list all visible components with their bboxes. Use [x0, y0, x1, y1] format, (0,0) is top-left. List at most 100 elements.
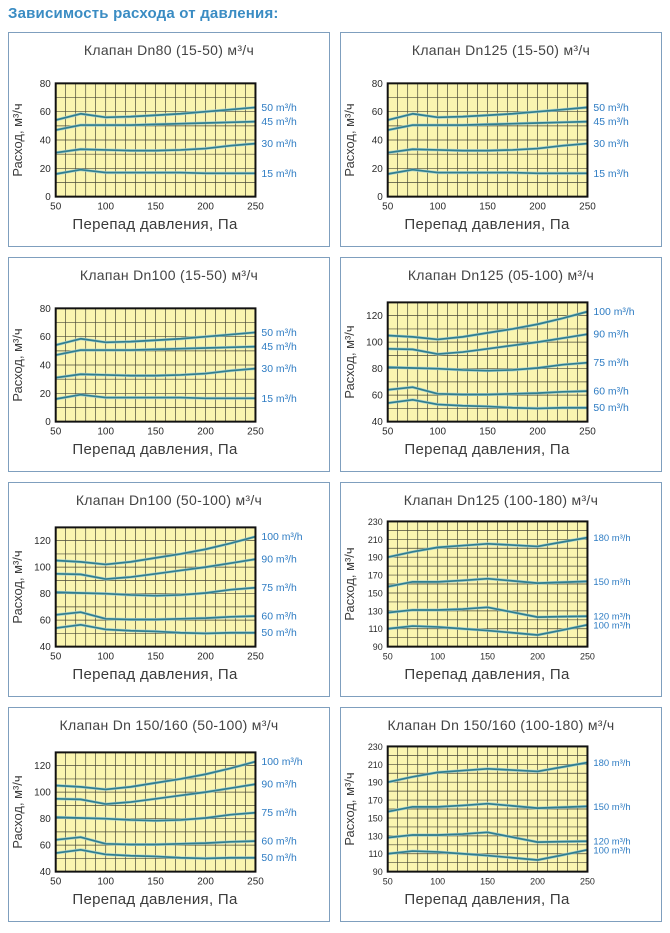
series-line: [387, 577, 588, 589]
svg-text:40: 40: [40, 867, 52, 878]
legend-label: 45 m³/h: [261, 342, 297, 353]
svg-text:200: 200: [197, 427, 214, 438]
chart-canvas: 0 20 40 60 80 50 100 150 200 250 50 m³/h 45 m³/h 30 …: [342, 79, 629, 213]
series-line: [55, 782, 256, 806]
legend-label: 180 m³/h: [593, 533, 630, 544]
svg-text:0: 0: [45, 417, 51, 428]
chart-title: Клапан Dn 150/160 (50-100) м³/ч: [59, 717, 279, 733]
chart-canvas: 40 60 80 100 120 50 100 150 200 250 100 m³/h 90 m³/…: [342, 301, 635, 438]
plot-border: [386, 301, 589, 423]
y-tick-labels: 40 60 80 100 120: [34, 761, 51, 878]
svg-text:40: 40: [40, 360, 52, 371]
svg-text:200: 200: [197, 877, 214, 888]
svg-text:200: 200: [529, 202, 546, 213]
y-axis-label: Расход, м³/ч: [10, 328, 25, 401]
legend-label: 50 m³/h: [593, 403, 629, 414]
svg-text:200: 200: [530, 652, 545, 662]
page-title: Зависимость расхода от давления:: [8, 5, 279, 22]
series-line: [387, 332, 588, 356]
svg-text:40: 40: [40, 642, 52, 653]
y-axis-label: Расход, м³/ч: [342, 103, 357, 176]
svg-text:120: 120: [34, 536, 51, 547]
plot-border: [386, 520, 589, 648]
legend-label: 90 m³/h: [593, 330, 629, 341]
svg-text:60: 60: [40, 841, 52, 852]
series-legend: 50 m³/h 45 m³/h 30 m³/h 15 m³/h: [261, 103, 297, 180]
plot-border: [386, 745, 589, 873]
svg-text:80: 80: [372, 364, 384, 375]
series-line: [55, 760, 256, 791]
chart-panel-dn80-15-50: Клапан Dn80 (15-50) м³/ч 0 20 40 60 80 50 100 1…: [8, 32, 330, 247]
legend-label: 50 m³/h: [261, 853, 297, 864]
series-line: [55, 330, 256, 347]
series-line: [387, 120, 588, 132]
series-line: [387, 623, 588, 637]
legend-label: 120 m³/h: [593, 837, 630, 848]
svg-text:250: 250: [247, 652, 264, 663]
legend-label: 45 m³/h: [261, 117, 297, 128]
svg-text:150: 150: [480, 652, 495, 662]
svg-text:100: 100: [430, 652, 445, 662]
charts-grid: Клапан Dn80 (15-50) м³/ч 0 20 40 60 80 50 100 1…: [0, 32, 670, 922]
grid-lines: [55, 308, 256, 422]
svg-text:80: 80: [372, 79, 384, 90]
chart-panel-dn150-160-50-100: Клапан Dn 150/160 (50-100) м³/ч 40 60 80 10…: [8, 707, 330, 922]
x-tick-labels: 50 100 150 200 250: [382, 202, 596, 213]
legend-label: 30 m³/h: [261, 139, 297, 150]
y-axis-label: Расход, м³/ч: [10, 775, 25, 848]
series-line: [387, 142, 588, 155]
chart-title: Клапан Dn80 (15-50) м³/ч: [83, 42, 255, 58]
chart-title: Клапан Dn125 (100-180) м³/ч: [403, 492, 599, 508]
svg-text:90: 90: [373, 642, 383, 652]
y-axis-label: Расход, м³/ч: [342, 325, 357, 398]
series-line: [387, 361, 588, 373]
chart-panel-dn100-50-100: Клапан Dn100 (50-100) м³/ч 40 60 80 100 120 5…: [8, 482, 330, 697]
svg-text:60: 60: [40, 107, 52, 118]
svg-text:100: 100: [366, 338, 383, 349]
svg-text:60: 60: [372, 107, 384, 118]
series-line: [387, 168, 588, 176]
series-line: [387, 310, 588, 341]
svg-text:100: 100: [34, 788, 51, 799]
legend-label: 50 m³/h: [261, 103, 297, 114]
chart-canvas: 0 20 40 60 80 50 100 150 200 250 50 m³/h 45 m³/h 30 …: [10, 79, 297, 213]
svg-text:190: 190: [368, 553, 383, 563]
chart-panel-dn125-15-50: Клапан Dn125 (15-50) м³/ч 0 20 40 60 80 50 100…: [340, 32, 662, 247]
x-tick-labels: 50 100 150 200 250: [50, 877, 264, 888]
svg-text:250: 250: [579, 202, 596, 213]
svg-text:120: 120: [366, 311, 383, 322]
svg-text:20: 20: [40, 389, 52, 400]
series-line: [387, 385, 588, 396]
series-line: [55, 105, 256, 122]
svg-text:0: 0: [377, 192, 383, 203]
series-legend: 100 m³/h 90 m³/h 75 m³/h 60 m³/h 50 m³/h: [261, 532, 302, 639]
chart-panel-dn125-100-180: Клапан Dn125 (100-180) м³/ч 90 110 130 150 1…: [340, 482, 662, 697]
legend-label: 100 m³/h: [593, 620, 630, 631]
series-line: [55, 120, 256, 132]
y-tick-labels: 0 20 40 60 80: [40, 79, 52, 203]
series-line: [55, 557, 256, 581]
svg-text:20: 20: [40, 164, 52, 175]
series-line: [387, 848, 588, 862]
grid-lines: [387, 302, 588, 422]
svg-text:50: 50: [383, 652, 393, 662]
legend-label: 15 m³/h: [593, 169, 629, 180]
x-axis-label: Перепад давления, Па: [404, 891, 570, 908]
series-line: [387, 761, 588, 784]
plot-border: [54, 307, 257, 423]
legend-label: 100 m³/h: [593, 307, 634, 318]
svg-text:190: 190: [368, 778, 383, 788]
svg-text:150: 150: [368, 588, 383, 598]
x-axis-label: Перепад давления, Па: [404, 441, 570, 458]
chart-title: Клапан Dn100 (15-50) м³/ч: [79, 267, 259, 283]
svg-text:230: 230: [368, 742, 383, 752]
legend-label: 15 m³/h: [261, 169, 297, 180]
svg-text:40: 40: [372, 135, 384, 146]
svg-text:250: 250: [247, 427, 264, 438]
legend-label: 30 m³/h: [261, 364, 297, 375]
svg-text:80: 80: [40, 589, 52, 600]
svg-text:80: 80: [40, 304, 52, 315]
x-tick-labels: 50 100 150 200 250: [383, 652, 595, 662]
svg-text:210: 210: [368, 535, 383, 545]
chart-title: Клапан Dn125 (15-50) м³/ч: [411, 42, 591, 58]
